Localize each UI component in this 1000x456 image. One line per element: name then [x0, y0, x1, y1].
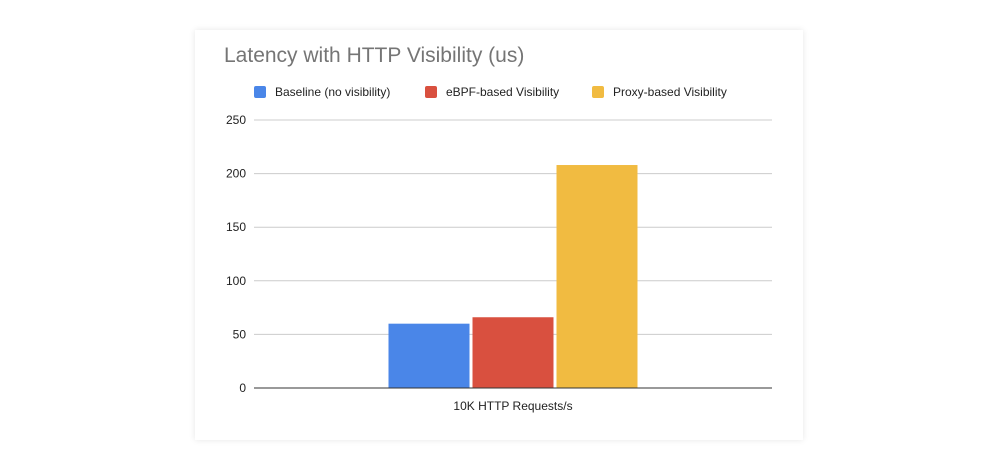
gridlines [254, 119, 772, 335]
y-tick-label: 50 [233, 327, 247, 341]
y-tick-label: 100 [226, 274, 246, 288]
y-tick-label: 150 [226, 220, 246, 234]
legend-swatch-baseline [254, 86, 266, 98]
y-tick-label: 250 [226, 113, 246, 127]
bar-proxy [556, 165, 638, 388]
bars [388, 165, 638, 388]
legend-swatch-proxy [592, 86, 604, 98]
x-category-label: 10K HTTP Requests/s [453, 399, 572, 413]
plot-area: 0 50 100 150 200 250 10K HTTP Requests/s [226, 113, 772, 413]
y-tick-label: 200 [226, 167, 246, 181]
legend-item-ebpf: eBPF-based Visibility [425, 82, 559, 102]
legend-item-proxy: Proxy-based Visibility [592, 82, 727, 102]
legend: Baseline (no visibility) eBPF-based Visi… [195, 82, 803, 102]
y-tick-labels: 0 50 100 150 200 250 [226, 113, 246, 395]
legend-label-proxy: Proxy-based Visibility [613, 85, 727, 99]
chart-title: Latency with HTTP Visibility (us) [224, 44, 525, 67]
bar-baseline [388, 323, 470, 388]
chart-card: Latency with HTTP Visibility (us) Baseli… [195, 30, 803, 440]
legend-label-ebpf: eBPF-based Visibility [446, 85, 560, 99]
legend-swatch-ebpf [425, 86, 437, 98]
legend-item-baseline: Baseline (no visibility) [254, 82, 390, 102]
bar-ebpf [472, 317, 554, 388]
legend-label-baseline: Baseline (no visibility) [275, 85, 391, 99]
y-tick-label: 0 [239, 381, 246, 395]
